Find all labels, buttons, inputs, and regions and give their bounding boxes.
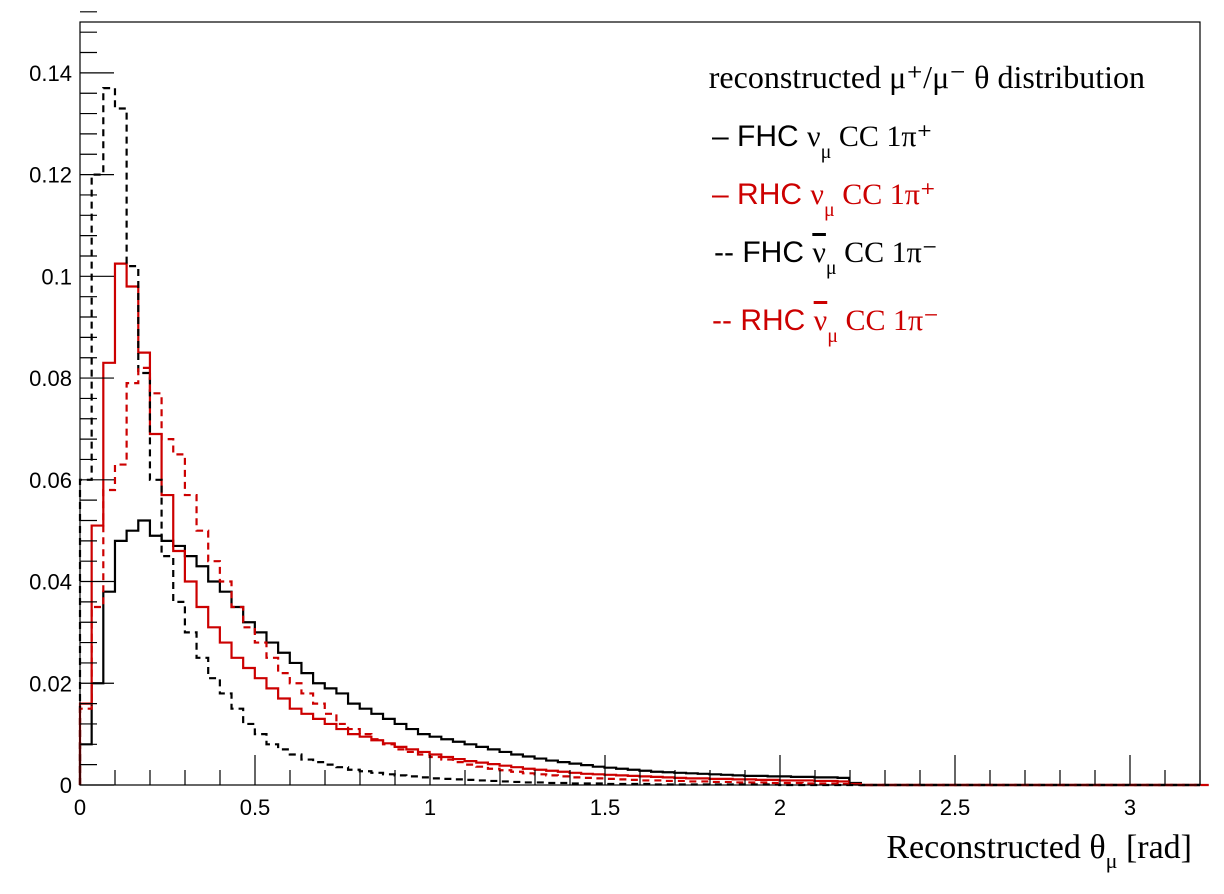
- x-axis: 0 0.5 1 1.5 2 2.5 3: [74, 755, 1201, 820]
- legend-subscript: μ: [821, 141, 832, 163]
- chart-title: reconstructed μ⁺/μ⁻ θ distribution: [709, 59, 1145, 95]
- series-1-histogram: [78, 262, 1200, 787]
- legend-channel: CC 1π⁺: [835, 178, 936, 211]
- legend-marker: –: [712, 178, 737, 211]
- legend-entry: -- FHC νμ CC 1π⁻: [714, 236, 938, 279]
- y-tick-label: 0: [60, 773, 72, 798]
- legend-channel: CC 1π⁻: [838, 304, 939, 337]
- x-tick-label: 0: [74, 795, 86, 820]
- x-tick-label: 2: [774, 795, 786, 820]
- y-tick-label: 0.14: [29, 61, 72, 86]
- x-axis-label-unit: [rad]: [1126, 829, 1192, 866]
- legend-entry: -- RHC νμ CC 1π⁻: [712, 304, 939, 347]
- x-tick-label: 3: [1124, 795, 1136, 820]
- x-tick-label: 2.5: [940, 795, 971, 820]
- legend-beam: RHC: [740, 304, 813, 337]
- legend-channel: CC 1π⁺: [831, 120, 932, 153]
- legend-subscript: μ: [826, 257, 837, 279]
- legend-beam: RHC: [737, 178, 810, 211]
- y-axis: 0 0.02 0.04 0.06 0.08 0.1 0.12 0.14: [29, 11, 114, 798]
- legend: – FHC νμ CC 1π⁺– RHC νμ CC 1π⁺-- FHC νμ …: [712, 120, 939, 347]
- legend-entry: – RHC νμ CC 1π⁺: [712, 178, 936, 221]
- legend-marker: –: [712, 120, 737, 153]
- legend-beam: FHC: [737, 120, 807, 153]
- series-2-histogram: [78, 87, 1200, 787]
- y-tick-label: 0.1: [41, 264, 72, 289]
- legend-marker: --: [712, 304, 740, 337]
- legend-marker: --: [714, 236, 742, 269]
- legend-entry: – FHC νμ CC 1π⁺: [712, 120, 932, 163]
- legend-channel: CC 1π⁻: [837, 236, 938, 269]
- legend-subscript: μ: [827, 325, 838, 347]
- x-axis-label-space: [1117, 829, 1126, 866]
- x-tick-label: 1: [424, 795, 436, 820]
- x-axis-label-main: Reconstructed θ: [886, 829, 1105, 866]
- legend-beam: FHC: [742, 236, 812, 269]
- x-tick-label: 0.5: [240, 795, 271, 820]
- legend-neutrino-symbol: ν: [810, 178, 824, 211]
- plot-area: [78, 87, 1211, 787]
- x-tick-label: 1.5: [590, 795, 621, 820]
- y-tick-label: 0.06: [29, 468, 72, 493]
- y-tick-label: 0.12: [29, 163, 72, 188]
- legend-neutrino-symbol: ν: [807, 120, 821, 153]
- y-tick-label: 0.04: [29, 570, 72, 595]
- legend-subscript: μ: [824, 199, 835, 221]
- legend-neutrino-symbol: ν: [814, 304, 828, 337]
- series-3-histogram: [78, 366, 1211, 787]
- legend-neutrino-symbol: ν: [812, 236, 826, 269]
- series-0-histogram: [78, 519, 1200, 787]
- y-tick-label: 0.02: [29, 671, 72, 696]
- x-axis-label: Reconstructed θμ [rad]: [886, 829, 1192, 873]
- y-tick-label: 0.08: [29, 366, 72, 391]
- plot-frame: [79, 21, 1201, 786]
- x-axis-label-subscript: μ: [1106, 848, 1118, 873]
